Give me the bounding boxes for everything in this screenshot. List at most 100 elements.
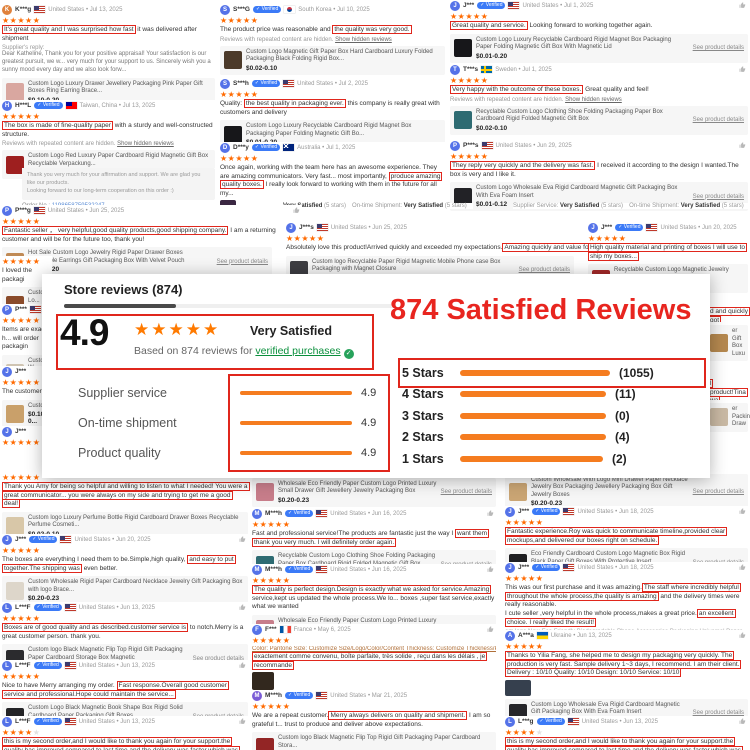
star-icon: ★ bbox=[32, 316, 41, 325]
show-hidden-reviews-link[interactable]: Show hidden reviews bbox=[335, 36, 392, 43]
see-product-details-link[interactable]: See product details bbox=[692, 45, 744, 52]
helpful-button[interactable] bbox=[739, 508, 746, 515]
star-icon: ★ bbox=[275, 576, 283, 585]
helpful-button[interactable] bbox=[739, 66, 746, 73]
see-product-details-link[interactable]: See product details bbox=[518, 267, 570, 274]
star-icon: ★ bbox=[259, 576, 268, 585]
username: S***G bbox=[233, 6, 250, 13]
star-icon: ★ bbox=[220, 154, 228, 163]
star-icon: ★ bbox=[528, 518, 536, 527]
product-row[interactable]: Recyclable Custom Logo Clothing Shoe Fol… bbox=[450, 105, 748, 135]
scrollbar-thumb[interactable] bbox=[64, 304, 176, 308]
see-product-details-link[interactable]: See product details bbox=[692, 117, 744, 124]
review-meta: Sweden • Jul 1, 2025 bbox=[495, 66, 552, 73]
product-row[interactable]: Custom Logo Luxury Recyclable Cardboard … bbox=[450, 33, 748, 63]
highlighted-text: Fantastic seller ， very helpful,good qua… bbox=[2, 226, 229, 235]
see-product-details-link[interactable]: See product details bbox=[192, 655, 244, 662]
product-thumbnail bbox=[710, 334, 728, 352]
product-title: Custom Logo Luxury Drawer Jewellery Pack… bbox=[28, 80, 203, 95]
star-icon: ★ bbox=[25, 728, 33, 737]
star-icon: ★ bbox=[17, 546, 26, 555]
country-flag-icon bbox=[646, 224, 658, 231]
review-meta: United States • Jun 25, 2025 bbox=[47, 207, 125, 214]
avatar: F bbox=[252, 624, 262, 635]
helpful-button[interactable] bbox=[239, 536, 246, 543]
country-flag-icon bbox=[481, 142, 493, 149]
product-row[interactable]: Custom Wholesale With Logo Mini Drawer P… bbox=[505, 473, 748, 511]
show-hidden-reviews-link[interactable]: Show hidden reviews bbox=[565, 96, 622, 103]
star-rating: ★★★★★ bbox=[220, 16, 445, 25]
product-price: $0.20-0.23 bbox=[28, 595, 60, 603]
rating-label: Product quality bbox=[78, 446, 161, 460]
star-icon: ★ bbox=[259, 702, 268, 711]
product-info: er Gift Box Luxu bbox=[732, 328, 745, 358]
strip-value: Very Satisfied bbox=[403, 203, 444, 209]
see-product-details-link[interactable]: See product details bbox=[440, 489, 492, 496]
helpful-button[interactable] bbox=[487, 566, 494, 573]
star-icon: ★ bbox=[465, 76, 474, 85]
product-title: Custom Wholesale With Logo Mini Drawer P… bbox=[531, 476, 688, 498]
helpful-button[interactable] bbox=[739, 718, 746, 725]
star-rating: ★★★★★ bbox=[505, 728, 748, 737]
helpful-button[interactable] bbox=[239, 604, 246, 611]
star-icon: ★ bbox=[25, 672, 33, 681]
product-row[interactable]: Custom logo Black Magnetic Flip Top Rigi… bbox=[252, 732, 496, 750]
plain-text: I received it according to the design I … bbox=[450, 162, 739, 178]
highlighted-text: d and quickly got bbox=[708, 307, 750, 325]
see-product-details-link[interactable]: See product details bbox=[692, 193, 744, 200]
star-rating: ★★★★★ bbox=[2, 438, 52, 447]
plain-text: it was delivered after shipment bbox=[2, 26, 197, 42]
avatar: M bbox=[252, 690, 262, 701]
product-row[interactable]: er Packing Draw bbox=[706, 403, 750, 432]
plain-text: I loved the packagi bbox=[2, 267, 32, 283]
helpful-button[interactable] bbox=[739, 2, 746, 9]
product-row[interactable]: er Gift Box Luxu bbox=[706, 325, 748, 361]
helpful-button[interactable] bbox=[239, 718, 246, 725]
review-text: This was our first purchase and it was a… bbox=[505, 583, 748, 610]
see-product-details-link[interactable]: See product details bbox=[692, 488, 744, 495]
review-meta: United States • Jul 13, 2025 bbox=[48, 6, 123, 13]
product-title: Recyclable Custom Logo Clothing Shoe Fol… bbox=[476, 108, 663, 123]
review-header: S S***G ✓ Verified South Korea • Jul 10, 20… bbox=[220, 4, 445, 15]
plain-text: Absolutely love this product!Arrived qui… bbox=[286, 244, 503, 251]
star-icon: ★ bbox=[32, 112, 41, 121]
helpful-button[interactable] bbox=[293, 207, 300, 214]
country-flag-icon bbox=[33, 207, 45, 214]
star-icon: ★ bbox=[267, 576, 276, 585]
avatar: L bbox=[2, 660, 12, 671]
verified-badge: ✓ Verified bbox=[532, 508, 561, 515]
product-row[interactable]: Custom Wholesale Rigid Paper Cardboard N… bbox=[2, 576, 248, 606]
review-meta: United States • Jun 13, 2025 bbox=[78, 662, 155, 669]
verified-purchases-link[interactable]: verified purchases bbox=[255, 345, 341, 357]
username: P*** bbox=[15, 306, 27, 313]
review-meta: United States • Jun 20, 2025 bbox=[74, 536, 151, 543]
helpful-button[interactable] bbox=[739, 564, 746, 571]
star-icon: ★ bbox=[250, 90, 259, 99]
verified-badge: ✓ Verified bbox=[251, 80, 281, 87]
helpful-button[interactable] bbox=[739, 632, 746, 639]
plain-text: Fast and professional service!The produc… bbox=[252, 530, 456, 537]
product-row[interactable]: Wholesale Eco Friendly Paper Custom Logo… bbox=[252, 477, 496, 507]
helpful-button[interactable] bbox=[739, 142, 746, 149]
star-icon: ★ bbox=[17, 728, 26, 737]
show-hidden-reviews-link[interactable]: Show hidden reviews bbox=[117, 141, 174, 148]
helpful-button[interactable] bbox=[239, 662, 246, 669]
star-icon: ★ bbox=[480, 12, 489, 21]
star-icon: ★ bbox=[611, 234, 619, 243]
product-thumbnail bbox=[710, 408, 728, 427]
see-product-details-link[interactable]: See product details bbox=[692, 710, 744, 717]
helpful-button[interactable] bbox=[487, 510, 494, 517]
see-product-details-link[interactable]: See product details bbox=[216, 258, 268, 265]
star-icon: ★ bbox=[603, 234, 612, 243]
star-icon: ★ bbox=[25, 473, 33, 482]
distribution-row: 4 Stars (11) bbox=[402, 384, 702, 406]
star-icon: ★ bbox=[528, 728, 536, 737]
review-text: Thanks to Yilia Fang, she helped me to d… bbox=[505, 651, 748, 678]
helpful-button[interactable] bbox=[487, 626, 494, 633]
review-header: J J*** ✓ Verified United States • Jun 20, 2… bbox=[2, 534, 248, 545]
highlighted-text: want them thank you very much. I will de… bbox=[252, 529, 490, 547]
star-rating: ★★★★★ bbox=[450, 152, 748, 161]
avatar: P bbox=[2, 304, 12, 315]
review-header: A A***a Ukraine • Jun 13, 2025 bbox=[505, 630, 748, 641]
product-row[interactable]: Custom Logo Magnetic Gift Paper Box Hard… bbox=[220, 45, 445, 75]
